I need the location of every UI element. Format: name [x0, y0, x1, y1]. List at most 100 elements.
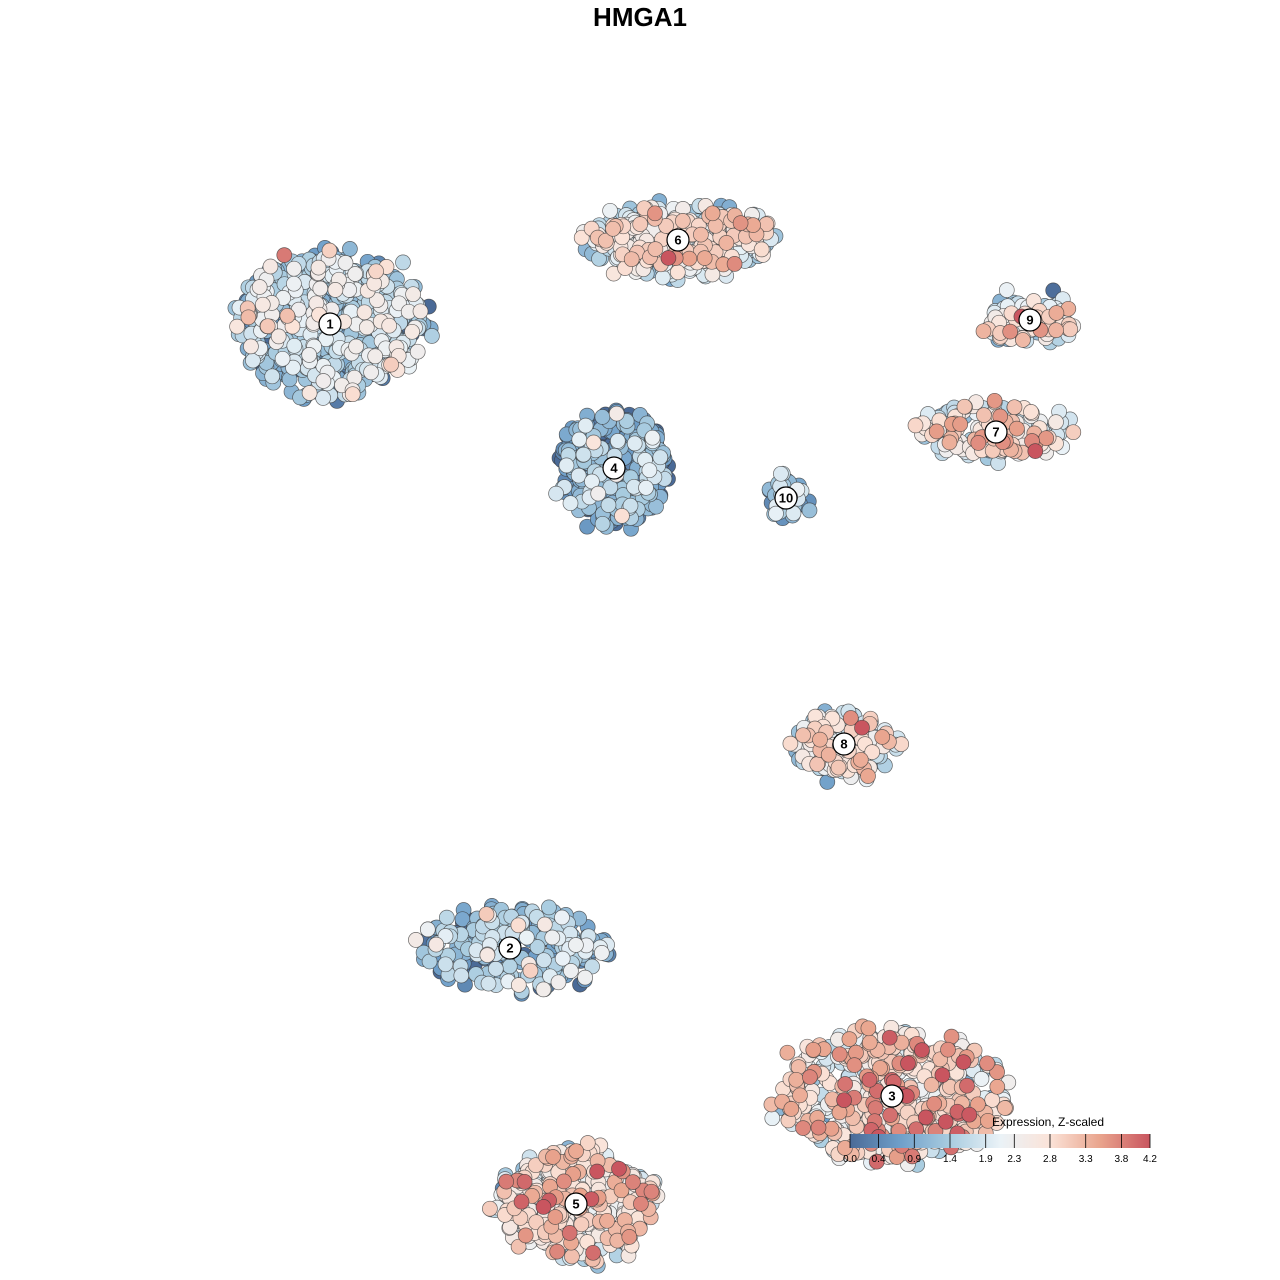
cell-point: [1048, 322, 1064, 339]
cell-point: [536, 916, 553, 933]
cell-point: [989, 1078, 1006, 1095]
cell-point: [980, 1112, 996, 1129]
cluster-label-text: 5: [572, 1197, 579, 1212]
cell-point: [327, 282, 344, 298]
legend-tick-label: 3.3: [1079, 1154, 1093, 1165]
cluster-label-badge: [984, 420, 1008, 444]
cell-point: [594, 409, 611, 425]
cluster-label-badge: [832, 732, 856, 756]
cell-point: [973, 1071, 990, 1087]
cell-point: [926, 1095, 943, 1112]
cell-point: [638, 479, 654, 496]
cell-point: [654, 269, 671, 286]
cell-point: [647, 205, 663, 222]
cell-point: [412, 303, 429, 320]
cell-point: [285, 359, 301, 376]
cell-point: [768, 505, 784, 522]
cell-point: [510, 977, 527, 993]
cell-point: [861, 1071, 878, 1088]
cell-point: [882, 1107, 899, 1123]
cell-point: [633, 1195, 649, 1212]
cell-point: [943, 1028, 960, 1045]
cluster-label-text: 2: [506, 941, 513, 956]
cell-point: [437, 956, 454, 973]
cell-point: [568, 1143, 584, 1159]
cell-point: [941, 434, 958, 451]
cell-point: [264, 368, 281, 385]
cell-point: [229, 318, 245, 335]
cell-point: [599, 1212, 615, 1229]
cluster-label-badge: [498, 936, 522, 960]
cell-point: [846, 1057, 863, 1073]
cell-point: [812, 731, 828, 748]
cell-point: [900, 1055, 916, 1072]
cell-point: [536, 952, 552, 969]
cell-point: [541, 899, 557, 916]
cluster-label-6: 6: [666, 228, 690, 252]
cell-point: [568, 937, 584, 953]
cell-point: [518, 929, 535, 946]
cell-point: [658, 218, 674, 234]
cell-point: [424, 328, 440, 344]
cell-point: [861, 1034, 878, 1051]
cell-point: [779, 1044, 796, 1061]
legend-tick-label: 2.3: [1007, 1154, 1021, 1165]
cell-point: [535, 981, 552, 998]
cell-point: [820, 746, 837, 763]
cell-point: [558, 457, 575, 474]
cell-point: [262, 258, 279, 275]
cluster-label-text: 7: [992, 425, 999, 440]
cell-point: [408, 932, 424, 948]
cell-point: [1038, 430, 1055, 447]
cell-point: [479, 947, 496, 963]
cell-point: [952, 416, 969, 433]
cell-point: [622, 497, 639, 514]
cell-points: [227, 193, 1082, 1274]
cell-point: [842, 710, 859, 726]
cell-point: [904, 1148, 921, 1165]
cluster-label-2: 2: [498, 936, 522, 960]
cell-point: [274, 350, 291, 367]
cell-point: [940, 1041, 956, 1058]
legend-tick-label: 3.8: [1114, 1154, 1128, 1165]
cell-point: [970, 1096, 986, 1113]
cell-point: [660, 250, 677, 266]
cell-point: [652, 449, 669, 466]
cell-point: [693, 226, 709, 243]
cell-point: [562, 495, 579, 512]
cell-point: [593, 945, 610, 961]
cluster-label-5: 5: [564, 1192, 588, 1216]
cell-point: [976, 407, 992, 423]
cell-point: [836, 1092, 852, 1109]
cell-point: [805, 1041, 822, 1058]
cell-point: [841, 1031, 858, 1047]
cell-point: [368, 263, 384, 280]
cell-point: [975, 323, 992, 340]
cell-point: [527, 1157, 544, 1174]
cell-point: [970, 435, 987, 451]
cell-point: [589, 1163, 605, 1180]
cell-point: [956, 398, 973, 415]
cell-point: [501, 958, 518, 975]
cell-point: [240, 309, 257, 326]
legend-title: Expression, Z-scaled: [992, 1115, 1104, 1129]
cell-point: [872, 1060, 888, 1076]
cell-point: [1027, 443, 1044, 459]
cell-point: [979, 1055, 995, 1072]
cluster-label-badge: [1018, 308, 1042, 332]
cell-point: [602, 202, 618, 219]
cell-point: [276, 247, 293, 263]
cell-point: [881, 1029, 898, 1046]
cell-point: [579, 518, 595, 535]
cluster-label-text: 3: [888, 1089, 895, 1104]
cell-point: [1048, 305, 1065, 321]
cell-point: [1065, 424, 1082, 441]
cell-point: [286, 337, 303, 354]
cell-point: [801, 502, 818, 519]
cell-point: [367, 348, 384, 365]
legend-tick-label: 0.0: [843, 1154, 857, 1165]
cell-point: [528, 1214, 545, 1231]
cell-point: [669, 264, 686, 281]
cell-point: [286, 260, 302, 277]
